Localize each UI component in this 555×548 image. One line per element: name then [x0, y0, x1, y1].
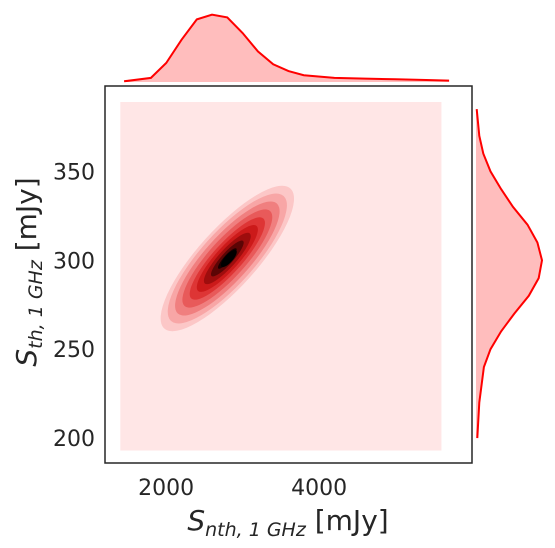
kde-background-level [120, 102, 442, 451]
x-tick-label: 2000 [138, 476, 194, 501]
x-tick-labels: 2000 4000 [138, 476, 347, 501]
marginal-x-line [123, 13, 450, 83]
marginal-y-fill [476, 109, 542, 439]
y-tick-label: 350 [53, 160, 95, 185]
x-axis-label: Snth, 1 GHz [mJy] [187, 504, 388, 541]
kde-peak [220, 249, 237, 268]
marginal-y-line [475, 109, 544, 439]
y-tick-label: 250 [53, 338, 95, 363]
marginal-x-kde [123, 13, 450, 83]
kde-contour-levels [160, 185, 295, 332]
x-tick-label: 4000 [291, 476, 347, 501]
marginal-y-kde [475, 109, 544, 439]
y-axis-label: Sth, 1 GHz [mJy] [10, 177, 47, 366]
y-tick-label: 200 [53, 427, 95, 452]
marginal-x-fill [124, 14, 450, 83]
y-tick-labels: 200 250 300 350 [53, 160, 95, 452]
y-tick-label: 300 [53, 249, 95, 274]
joint-axes-frame [104, 85, 473, 464]
joint-plot-area [120, 102, 442, 451]
